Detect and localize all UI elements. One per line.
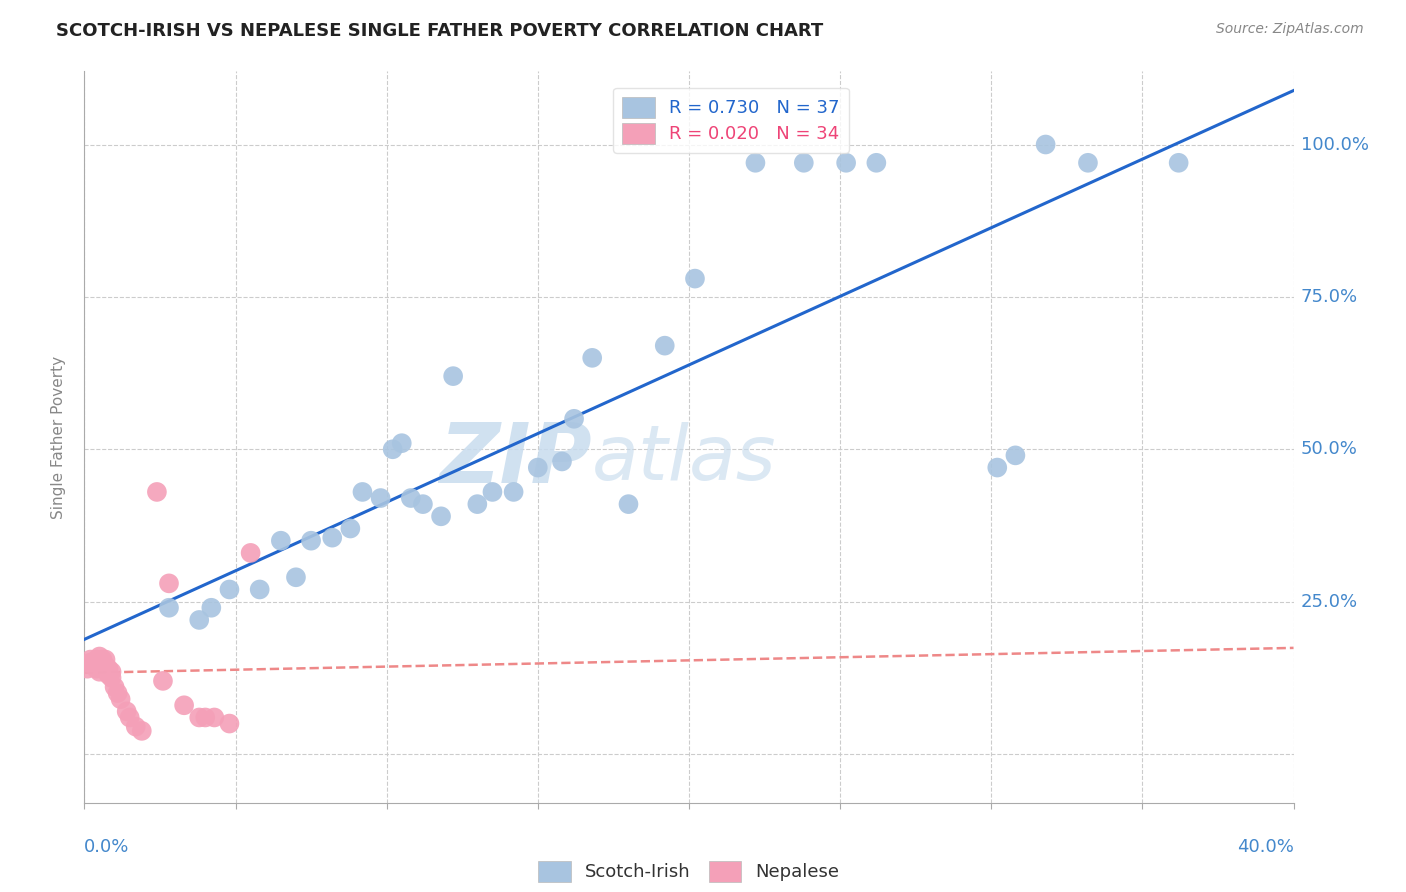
Point xyxy=(467,497,489,511)
Point xyxy=(502,485,524,500)
Point xyxy=(194,710,217,724)
Point xyxy=(1035,137,1057,152)
Point xyxy=(551,454,574,468)
Point xyxy=(481,485,503,500)
Point xyxy=(321,531,343,545)
Point xyxy=(239,546,262,560)
Point xyxy=(1167,156,1189,170)
Point xyxy=(115,705,138,719)
Point xyxy=(562,412,585,426)
Point xyxy=(131,723,153,738)
Point xyxy=(97,667,120,681)
Point xyxy=(793,156,815,170)
Point xyxy=(79,652,101,666)
Text: 0.0%: 0.0% xyxy=(84,838,129,856)
Point xyxy=(76,662,98,676)
Point xyxy=(581,351,603,365)
Point xyxy=(399,491,422,505)
Point xyxy=(89,649,111,664)
Point xyxy=(157,600,180,615)
Point xyxy=(526,460,548,475)
Point xyxy=(188,710,211,724)
Text: 40.0%: 40.0% xyxy=(1237,838,1294,856)
Point xyxy=(683,271,706,285)
Point xyxy=(125,720,148,734)
Point xyxy=(173,698,195,713)
Point xyxy=(104,680,127,694)
Point xyxy=(865,156,887,170)
Point xyxy=(835,156,858,170)
Point xyxy=(82,658,104,673)
Text: 75.0%: 75.0% xyxy=(1301,288,1358,306)
Point xyxy=(284,570,308,584)
Point xyxy=(381,442,404,457)
Text: 50.0%: 50.0% xyxy=(1301,441,1357,458)
Point xyxy=(100,665,122,679)
Point xyxy=(79,656,101,670)
Point xyxy=(200,600,222,615)
Point xyxy=(352,485,374,500)
Point xyxy=(339,521,361,535)
Point xyxy=(391,436,413,450)
Point xyxy=(152,673,174,688)
Point xyxy=(202,710,225,724)
Text: SCOTCH-IRISH VS NEPALESE SINGLE FATHER POVERTY CORRELATION CHART: SCOTCH-IRISH VS NEPALESE SINGLE FATHER P… xyxy=(56,22,824,40)
Point xyxy=(370,491,392,505)
Legend: Scotch-Irish, Nepalese: Scotch-Irish, Nepalese xyxy=(531,854,846,888)
Text: ZIP: ZIP xyxy=(440,418,592,500)
Point xyxy=(118,710,141,724)
Point xyxy=(91,662,114,676)
Point xyxy=(249,582,271,597)
Point xyxy=(107,686,129,700)
Point xyxy=(299,533,322,548)
Text: atlas: atlas xyxy=(592,422,776,496)
Point xyxy=(1004,449,1026,463)
Point xyxy=(430,509,453,524)
Text: 25.0%: 25.0% xyxy=(1301,592,1358,611)
Point xyxy=(82,656,104,670)
Point xyxy=(412,497,434,511)
Point xyxy=(94,658,117,673)
Point xyxy=(157,576,180,591)
Text: Source: ZipAtlas.com: Source: ZipAtlas.com xyxy=(1216,22,1364,37)
Point xyxy=(86,652,108,666)
Point xyxy=(1077,156,1099,170)
Point xyxy=(744,156,766,170)
Y-axis label: Single Father Poverty: Single Father Poverty xyxy=(51,356,66,518)
Point xyxy=(188,613,211,627)
Point xyxy=(146,485,169,500)
Point xyxy=(97,662,120,676)
Point xyxy=(654,339,676,353)
Point xyxy=(91,652,114,666)
Point xyxy=(270,533,292,548)
Point xyxy=(441,369,464,384)
Point xyxy=(100,671,122,685)
Point xyxy=(218,582,240,597)
Point xyxy=(986,460,1008,475)
Point xyxy=(110,692,132,706)
Point xyxy=(89,665,111,679)
Point xyxy=(94,652,117,666)
Point xyxy=(218,716,240,731)
Text: 100.0%: 100.0% xyxy=(1301,136,1368,153)
Point xyxy=(617,497,640,511)
Point xyxy=(91,658,114,673)
Point xyxy=(86,662,108,676)
